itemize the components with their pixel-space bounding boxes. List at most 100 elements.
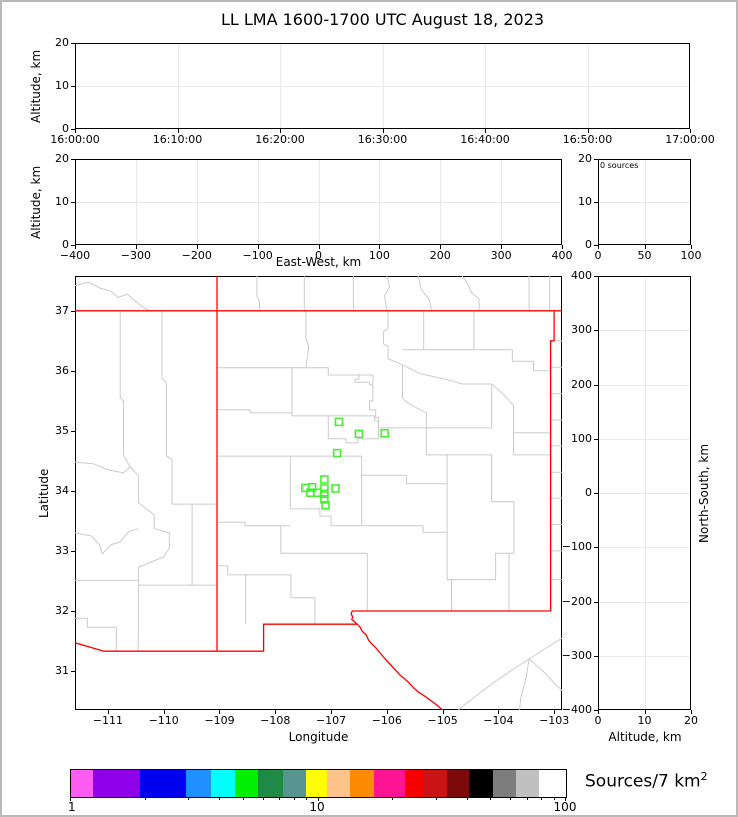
x-tick-label: 20 xyxy=(684,714,698,727)
gridline-h xyxy=(599,547,690,549)
county-line xyxy=(528,637,562,660)
x-tick xyxy=(554,710,556,714)
colorbar-segment xyxy=(327,770,351,797)
x-tick xyxy=(331,710,333,714)
colorbar-minor-tick xyxy=(526,797,528,800)
y-tick xyxy=(594,330,598,332)
county-line xyxy=(217,409,320,417)
state-border-line xyxy=(350,610,551,625)
colorbar-tick-1: 1 xyxy=(68,800,76,814)
longitude-axis-label: Longitude xyxy=(288,730,349,744)
colorbar-minor-tick xyxy=(306,797,308,800)
gridline-h xyxy=(599,202,690,203)
x-tick xyxy=(177,129,179,133)
x-tick-label: −300 xyxy=(120,249,151,262)
colorbar-segment xyxy=(423,770,447,797)
y-tick xyxy=(594,601,598,603)
gridline-h xyxy=(599,601,690,603)
ew_height-panel xyxy=(75,159,562,245)
y-tick-label: 20 xyxy=(578,152,592,165)
county-line xyxy=(402,370,427,428)
colorbar-segment xyxy=(185,770,212,797)
x-tick xyxy=(280,129,281,133)
x-tick xyxy=(598,245,599,249)
lma-station-marker xyxy=(320,489,329,499)
county-line xyxy=(425,427,492,456)
colorbar-segment xyxy=(515,770,539,797)
time_height-panel xyxy=(75,43,690,129)
gridline-h xyxy=(599,655,690,657)
y-tick-label: 10 xyxy=(55,195,69,208)
colorbar-minor-tick xyxy=(242,797,244,800)
county-line xyxy=(319,415,379,423)
colorbar-minor-tick xyxy=(510,797,512,800)
colorbar-segment xyxy=(139,770,186,797)
y-tick-label: −400 xyxy=(561,703,592,716)
county-line xyxy=(528,658,562,691)
x-tick-label: 16:00:00 xyxy=(50,133,100,146)
y-tick xyxy=(71,610,75,612)
y-tick-label: 20 xyxy=(55,152,69,165)
x-tick xyxy=(442,710,444,714)
colorbar-segment xyxy=(257,770,283,797)
state-border-line xyxy=(549,310,555,611)
y-tick xyxy=(594,159,598,160)
y-tick-label: 34 xyxy=(55,483,69,497)
colorbar-segment xyxy=(446,770,470,797)
lma-station-marker xyxy=(334,417,344,427)
county-line xyxy=(383,310,403,371)
y-tick-label: 0 xyxy=(62,238,69,251)
lma-station-marker xyxy=(320,475,329,484)
y-tick-label: 0 xyxy=(585,238,592,251)
northsouth-axis-label: North-South, km xyxy=(697,443,711,543)
county-line xyxy=(217,521,291,527)
colorbar-label: Sources/7 km2 xyxy=(585,770,708,792)
colorbar-minor-tick xyxy=(219,797,220,800)
y-tick xyxy=(594,710,598,711)
colorbar-segment xyxy=(493,770,516,797)
county-line xyxy=(354,374,374,386)
x-tick-label: −111 xyxy=(92,714,124,727)
x-tick xyxy=(75,245,76,249)
x-tick-label: 50 xyxy=(637,249,652,262)
colorbar-segment xyxy=(71,770,93,797)
x-tick-label: −110 xyxy=(148,714,179,727)
colorbar-minor-tick xyxy=(262,797,264,800)
x-tick-label: 0 xyxy=(594,249,602,262)
county-line xyxy=(384,276,391,311)
x-tick xyxy=(107,710,109,714)
y-tick xyxy=(594,493,598,494)
y-tick xyxy=(594,547,598,549)
county-line xyxy=(75,528,139,555)
colorbar-segment xyxy=(538,770,564,797)
x-tick xyxy=(196,245,198,249)
altitude-axis-label-bottom: Altitude, km xyxy=(608,730,682,744)
county-line xyxy=(369,384,379,428)
y-tick-label: 33 xyxy=(55,543,69,557)
y-tick xyxy=(594,384,598,386)
lma-station-marker xyxy=(321,501,330,510)
x-tick xyxy=(135,245,137,249)
county-line xyxy=(402,364,514,407)
y-tick xyxy=(71,310,75,312)
x-tick xyxy=(386,710,388,714)
y-tick xyxy=(71,245,75,246)
county-line xyxy=(217,565,247,625)
county-line xyxy=(75,461,170,581)
colorbar-minor-tick xyxy=(279,797,281,800)
x-tick xyxy=(644,245,646,249)
colorbar-minor-tick xyxy=(188,797,190,800)
y-tick-label: 37 xyxy=(55,303,69,317)
gridline-h xyxy=(599,438,690,440)
county-line xyxy=(137,580,140,652)
county-line xyxy=(447,552,509,581)
y-tick xyxy=(71,202,75,203)
y-tick-label: 200 xyxy=(571,377,592,391)
x-tick xyxy=(75,129,76,133)
colorbar xyxy=(70,769,567,798)
x-tick-label: 0 xyxy=(594,714,602,727)
x-tick-label: 100 xyxy=(680,249,702,262)
colorbar-tick-10: 10 xyxy=(309,800,325,814)
x-tick xyxy=(498,710,500,714)
